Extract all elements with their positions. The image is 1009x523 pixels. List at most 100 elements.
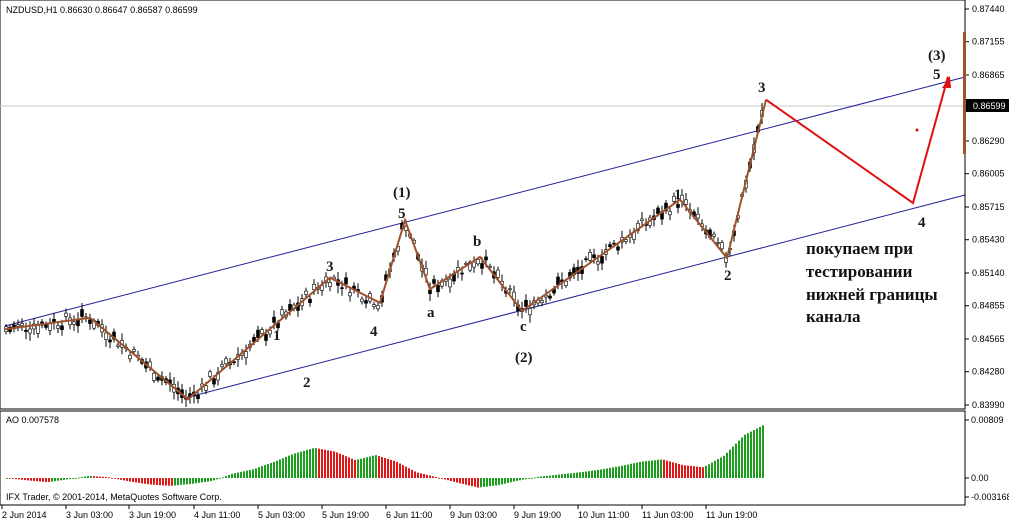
ao-bar bbox=[300, 451, 302, 478]
ao-bar bbox=[51, 478, 53, 482]
ao-bar bbox=[366, 457, 368, 478]
ao-bar bbox=[738, 440, 740, 478]
candle-body bbox=[340, 287, 344, 290]
wave-label-5b: 5 bbox=[933, 67, 941, 83]
chart-title: NZDUSD,H1 bbox=[6, 5, 58, 15]
ao-bar bbox=[96, 476, 98, 478]
candle-body bbox=[212, 378, 216, 385]
ao-bar bbox=[669, 461, 671, 478]
wave-label-b: b bbox=[473, 234, 481, 250]
ao-bar bbox=[717, 459, 719, 478]
ao-bar bbox=[384, 458, 386, 478]
ao-bar bbox=[702, 467, 704, 478]
candle-body bbox=[156, 376, 160, 381]
ao-bar bbox=[150, 478, 152, 485]
ao-bar bbox=[480, 478, 482, 488]
ao-bar bbox=[663, 459, 665, 478]
wave-label-c: c bbox=[520, 319, 527, 335]
ao-bar bbox=[9, 478, 11, 479]
channel-lower-line[interactable] bbox=[184, 194, 966, 399]
ao-bar bbox=[57, 478, 59, 481]
candle-body bbox=[616, 246, 620, 251]
ao-bar bbox=[420, 473, 422, 478]
wave-label-4a: 4 bbox=[370, 324, 378, 340]
candle-body bbox=[72, 321, 76, 325]
candle-body bbox=[480, 263, 484, 269]
ao-bar bbox=[75, 478, 77, 479]
ao-bar bbox=[651, 460, 653, 478]
price-tick-label: 0.84855 bbox=[972, 301, 1005, 311]
ao-bar bbox=[549, 475, 551, 478]
ao-bar bbox=[471, 478, 473, 487]
ao-bar bbox=[39, 478, 41, 482]
ao-bar bbox=[258, 467, 260, 478]
candle-body bbox=[60, 325, 64, 330]
ao-bar bbox=[495, 478, 497, 486]
candle-body bbox=[364, 300, 368, 304]
ao-bar bbox=[381, 457, 383, 478]
ao-bar bbox=[723, 455, 725, 478]
ao-bar bbox=[762, 425, 764, 478]
candle-body bbox=[664, 202, 668, 211]
candle-body bbox=[344, 277, 348, 285]
ao-bar bbox=[285, 456, 287, 478]
candle-body bbox=[548, 295, 552, 299]
ao-bar bbox=[690, 465, 692, 478]
ao-bar bbox=[744, 434, 746, 478]
ao-bar bbox=[195, 478, 197, 484]
elliott-wave-line[interactable] bbox=[4, 99, 767, 401]
candle-body bbox=[612, 242, 616, 245]
ao-bar bbox=[582, 471, 584, 478]
ao-bar bbox=[213, 478, 215, 481]
ao-bar bbox=[6, 478, 8, 479]
time-tick-label: 5 Jun 19:00 bbox=[322, 510, 369, 520]
wave-label-3a: 3 bbox=[326, 259, 334, 275]
price-tick-label: 0.86290 bbox=[972, 136, 1005, 146]
ao-bar bbox=[627, 464, 629, 478]
candle-body bbox=[376, 305, 380, 310]
projection-line[interactable] bbox=[765, 76, 949, 205]
ao-axis: 0.00809 0.00 -0.003168 bbox=[964, 411, 1009, 505]
ao-bar bbox=[105, 477, 107, 478]
candle-body bbox=[288, 303, 292, 311]
candle-body bbox=[64, 312, 68, 317]
price-tick-label: 0.84565 bbox=[972, 334, 1005, 344]
price-panel[interactable]: NZDUSD,H1 0.86630 0.86647 0.86587 0.8659… bbox=[0, 0, 966, 410]
ao-bar bbox=[378, 456, 380, 478]
ao-bar bbox=[399, 463, 401, 478]
ao-bar bbox=[48, 478, 50, 482]
ao-bar bbox=[90, 476, 92, 478]
candle-body bbox=[672, 196, 676, 202]
time-tick-label: 6 Jun 11:00 bbox=[386, 510, 432, 520]
ao-bar bbox=[666, 460, 668, 478]
ao-bar bbox=[297, 452, 299, 478]
ohlc-values: 0.86630 0.86647 0.86587 0.86599 bbox=[60, 5, 198, 15]
ao-bar bbox=[741, 437, 743, 478]
candle-body bbox=[88, 319, 92, 324]
candle-body bbox=[328, 281, 332, 287]
ao-bar bbox=[654, 460, 656, 478]
time-tick-label: 9 Jun 03:00 bbox=[450, 510, 497, 520]
channel-upper-line[interactable] bbox=[4, 76, 966, 327]
ao-bar bbox=[279, 459, 281, 478]
ao-bar bbox=[309, 449, 311, 478]
candle-body bbox=[80, 309, 84, 317]
ao-bar bbox=[201, 478, 203, 483]
ao-bar bbox=[138, 478, 140, 483]
ao-bar bbox=[678, 464, 680, 478]
ao-bar bbox=[408, 468, 410, 478]
ao-bar bbox=[684, 465, 686, 478]
note-line-2: тестировании bbox=[806, 262, 913, 281]
candle-body bbox=[472, 261, 476, 268]
ao-bar bbox=[363, 457, 365, 478]
ao-bar bbox=[597, 469, 599, 478]
candle-body bbox=[104, 332, 108, 340]
price-tick-label: 0.83990 bbox=[972, 400, 1005, 410]
price-tick-label: 0.85715 bbox=[972, 202, 1005, 212]
candle-body bbox=[204, 385, 208, 391]
wave-label-3b: 3 bbox=[758, 80, 766, 96]
ao-bar bbox=[369, 456, 371, 478]
ao-bar bbox=[672, 462, 674, 478]
candle-body bbox=[256, 329, 260, 339]
